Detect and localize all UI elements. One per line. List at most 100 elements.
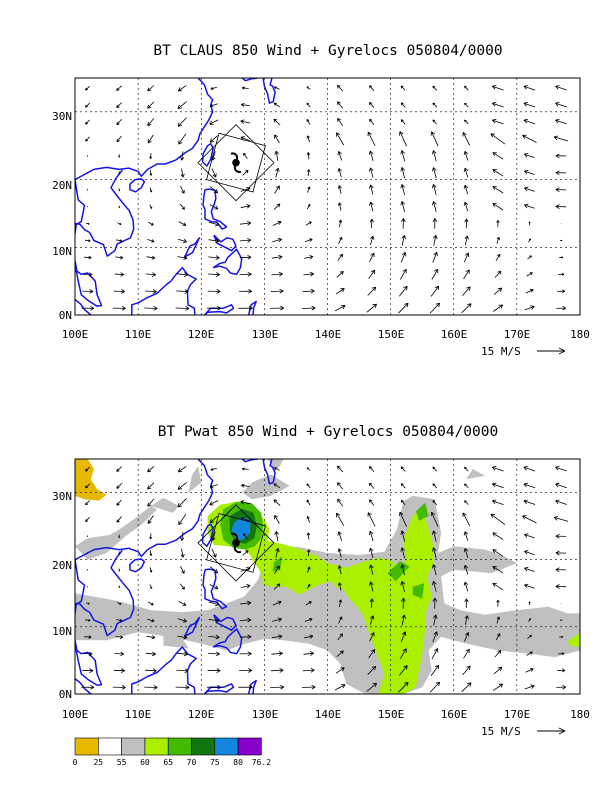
wind-arrow [85,483,91,489]
wind-arrow [528,221,531,226]
wind-arrow [272,600,282,606]
wind-arrow [149,533,153,540]
wind-arrow [306,583,311,590]
wind-arrow [432,85,438,91]
wind-arrow [463,581,469,592]
wind-arrow [208,272,220,277]
colorbar-label: 80 [233,758,243,767]
wind-arrow [366,682,377,692]
wind-arrow [116,118,122,126]
wind-arrow [464,598,469,608]
coastlines [75,459,276,694]
wind-arrow [85,466,91,472]
wind-arrow [368,530,374,542]
wind-arrow [400,201,405,212]
wind-arrow [494,650,502,658]
wind-arrow [493,287,503,295]
wind-arrow [526,651,533,656]
wind-arrow [117,222,122,225]
colorbar-label: 75 [210,758,220,767]
wind-arrow [306,86,311,90]
wind-arrow [463,269,470,280]
wind-arrow [555,85,567,91]
wind-arrow [178,601,187,606]
wind-arrow [115,635,124,639]
wind-arrow [524,533,535,539]
wind-arrow [337,101,344,109]
colorbar-swatch [144,737,169,756]
wind-arrow [85,516,90,522]
wind-arrow [274,150,280,161]
wind-arrow [209,584,219,590]
typhoon-symbol-icon [230,532,242,554]
wind-arrow [430,511,439,527]
wind-arrow [85,136,90,142]
wind-arrow [176,668,189,673]
wind-arrow [211,168,217,178]
colorbar-label: 55 [117,758,127,767]
wind-arrow [432,150,437,162]
wind-arrow [524,684,535,690]
wind-arrow [208,651,220,657]
wind-arrow [337,465,344,473]
wind-arrow [400,466,406,472]
wind-arrow [337,202,342,211]
wind-arrow [307,549,311,557]
wind-arrow [177,482,187,490]
wind-arrow [400,184,405,196]
wind-arrow [367,286,377,296]
wind-arrow [149,204,153,209]
wind-arrow [369,201,374,212]
reference-vector-arrow [537,347,566,355]
wind-arrow [149,170,153,176]
wind-arrow [306,499,311,506]
x-tick-130e: 130E [252,328,279,341]
panel-claus: BT CLAUS 850 Wind + Gyrelocs 050804/0000… [52,43,590,358]
wind-arrow [555,533,567,539]
gridlines [75,78,580,315]
wind-arrow [463,201,469,212]
wind-arrow [463,184,469,195]
wind-arrow [175,305,190,311]
wind-arrow [145,272,156,277]
wind-arrow [337,151,343,161]
wind-arrow [118,171,121,175]
wind-arrow [556,684,567,690]
wind-arrow [400,547,405,559]
wind-arrow [492,102,504,108]
wind-arrow [272,617,282,622]
wind-arrow [523,482,536,489]
wind-arrow [432,466,438,472]
wind-arrow [553,516,569,522]
wind-arrow [305,601,312,606]
wind-arrow [524,566,535,572]
wind-arrow [526,272,533,277]
wind-arrow [177,101,187,109]
wind-arrow [464,102,469,108]
wind-arrow [463,548,469,558]
x-tick-120e: 120E [188,708,215,721]
wind-arrow [336,271,344,278]
wind-arrow [306,102,311,108]
wind-arrow [179,583,185,590]
wind-arrow [147,466,155,473]
wind-arrow [432,167,437,179]
wind-arrow [114,272,125,277]
x-tick-160e: 160E [441,328,468,341]
y-tick-10n: 10N [52,245,72,258]
wind-arrow [147,239,155,243]
wind-arrow [432,218,438,229]
wind-arrow [432,597,438,609]
wind-arrow [495,253,501,261]
wind-arrow [274,134,280,144]
wind-arrow [368,150,374,162]
x-tick-100e: 100E [62,328,89,341]
wind-arrow [430,664,440,676]
wind-arrow [492,186,504,194]
wind-arrow [432,614,438,626]
reference-vector-arrow [537,727,566,735]
wind-arrow [272,237,282,243]
wind-arrow [149,153,153,159]
wind-arrow [556,305,567,311]
wind-arrow [463,151,469,161]
